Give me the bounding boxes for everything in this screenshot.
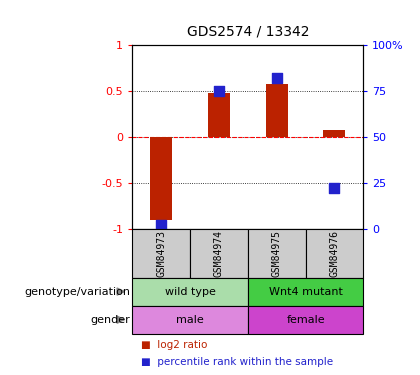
Text: Wnt4 mutant: Wnt4 mutant [269,286,342,297]
Bar [132,229,190,278]
Text: GSM84973: GSM84973 [156,230,166,277]
Bar [248,278,363,306]
Text: genotype/variation: genotype/variation [24,286,130,297]
Text: ■  percentile rank within the sample: ■ percentile rank within the sample [141,357,333,367]
Point [331,185,338,191]
Text: female: female [286,315,325,325]
Bar [132,278,248,306]
Bar [248,229,306,278]
Text: wild type: wild type [165,286,215,297]
Point [273,75,280,81]
Text: GSM84975: GSM84975 [272,230,282,277]
Bar [248,306,363,334]
Text: gender: gender [90,315,130,325]
Bar [190,229,248,278]
Text: ■  log2 ratio: ■ log2 ratio [141,340,207,350]
Text: GSM84974: GSM84974 [214,230,224,277]
Bar [208,93,230,137]
Text: GSM84976: GSM84976 [329,230,339,277]
Bar [323,130,345,137]
Text: male: male [176,315,204,325]
Bar [150,137,172,220]
Bar [132,306,248,334]
Text: GDS2574 / 13342: GDS2574 / 13342 [186,25,309,39]
Bar [266,84,288,137]
Point [215,88,222,94]
Point [158,222,165,228]
Bar [306,229,363,278]
